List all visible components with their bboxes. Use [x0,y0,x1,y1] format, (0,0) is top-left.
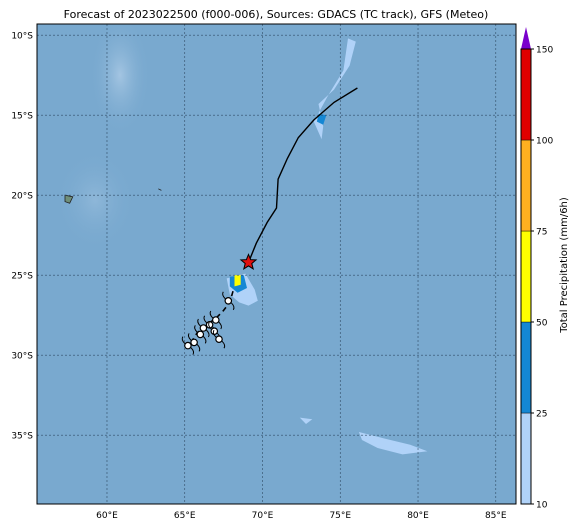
longitude-label: 65°E [174,511,196,521]
storm-track [181,87,358,355]
gridlines [37,24,516,504]
storm-symbol-arm [190,347,195,355]
current-storm-position [239,253,258,271]
colorbar-band [520,321,532,414]
past-position-dot [199,324,208,332]
precipitation-area [234,275,241,287]
precipitation-area [299,417,313,424]
past-position-dot [190,338,198,347]
storm-symbol-arm [194,325,198,333]
map-frame [36,23,517,505]
colorbar-band [520,230,532,323]
past-position-dot [212,316,220,324]
colorbar-tick-label: 50 [536,319,548,329]
longitude-label: 80°E [407,511,429,521]
precipitation-area [316,113,327,125]
past-position-dot [210,327,219,336]
colorbar-band [520,48,532,141]
storm-symbol-arm [222,291,226,300]
storm-symbol-arm [209,310,214,319]
longitude-label: 60°E [96,511,118,521]
storm-symbol-arm [202,336,207,344]
precipitation-layer [226,38,428,455]
storm-symbol-arm [203,315,207,324]
colorbar-label: Total Precipitation (mm/6h) [559,197,570,334]
past-position-marker [209,310,222,330]
island [64,194,74,204]
past-position-dot [215,335,223,344]
latitude-labels: 10°S 15°S 20°S 25°S 30°S 35°S [11,32,33,442]
cloud-patch [55,150,135,250]
longitude-label: 70°E [252,511,274,521]
colorbar-band [520,139,532,232]
past-position-dot [224,296,233,305]
longitude-label: 85°E [485,511,507,521]
latitude-label: 20°S [11,192,33,202]
colorbar: 10 25 50 75 100 150 Total Precipitation (mm/6… [520,27,570,511]
island [158,188,162,191]
past-position-marker [194,325,207,344]
map-panel[interactable]: 10°S 15°S 20°S 25°S 30°S 35°S 60°E 65°E 70°E 75°… [11,15,517,521]
forecast-track-line [247,87,358,263]
colorbar-band [520,412,532,505]
past-position-marker [181,336,195,355]
storm-symbol-arm [208,321,212,330]
storm-symbol-arm [181,336,186,344]
latitude-label: 10°S [11,32,33,42]
latitude-label: 30°S [11,352,33,362]
past-position-dot [196,330,205,339]
island-layer [64,188,162,204]
latitude-label: 25°S [11,272,33,282]
colorbar-tick-label: 150 [536,46,553,56]
colorbar-tick-label: 10 [536,501,548,511]
cloud-patch [90,24,150,135]
colorbar-tick-label: 75 [536,228,547,238]
storm-symbol-arm [206,329,210,338]
map-title: Forecast of 2023022500 (f000-006), Sourc… [64,8,489,21]
past-position-dot [184,341,192,350]
storm-symbol-arm [221,340,226,349]
longitude-label: 75°E [329,511,351,521]
colorbar-extend-triangle [521,27,531,49]
storm-symbol-arm [230,302,235,311]
colorbar-tick-label: 100 [536,137,553,147]
storm-symbol-arm [187,333,192,341]
longitude-labels: 60°E 65°E 70°E 75°E 80°E 85°E [96,511,507,521]
precipitation-area [313,38,356,140]
precipitation-area [358,432,428,455]
latitude-label: 15°S [11,112,33,122]
storm-symbol-arm [197,318,201,327]
colorbar-tick-label: 25 [536,410,547,420]
past-position-marker [212,329,226,349]
latitude-label: 35°S [11,432,33,442]
storm-symbol-arm [218,321,222,330]
past-position-marker [187,333,201,352]
past-position-marker [222,291,235,311]
storm-symbol-arm [196,344,201,352]
colorbar-frame [520,48,532,505]
storm-symbol-arm [212,329,217,338]
past-position-marker [197,318,210,338]
